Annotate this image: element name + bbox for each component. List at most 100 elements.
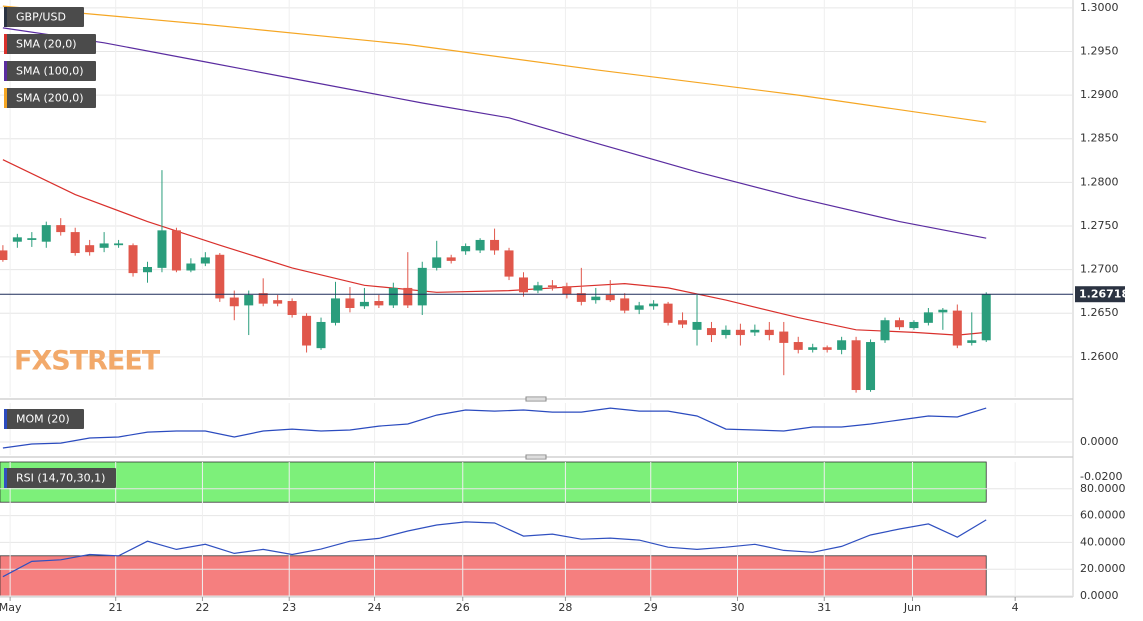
y-tick-label: 1.2800 [1080, 175, 1119, 188]
candle-body [634, 305, 644, 310]
legend-label: GBP/USD [16, 11, 66, 24]
y-tick-label: 0.0000 [1080, 435, 1119, 448]
candle-body [56, 225, 66, 233]
candle-body [70, 232, 80, 254]
candle-body [649, 303, 659, 307]
candle-body [171, 230, 181, 271]
candle-body [576, 293, 586, 302]
legend-swatch [4, 88, 7, 108]
candle-body [923, 312, 933, 323]
candle-body [909, 321, 919, 329]
legend-label: SMA (100,0) [16, 65, 84, 78]
y-tick-label: 1.2700 [1080, 263, 1119, 276]
candle-body [143, 266, 153, 273]
resize-handle[interactable] [525, 396, 547, 402]
candle-body [27, 238, 37, 240]
candle-body [417, 267, 427, 306]
candle-body [475, 239, 485, 251]
y-tick-label: 1.2900 [1080, 88, 1119, 101]
candle-body [186, 263, 196, 271]
candle-body [605, 294, 615, 301]
candle-body [822, 347, 832, 350]
candle-body [461, 246, 471, 252]
candle-body [866, 342, 876, 391]
candle-body [99, 243, 109, 248]
candle-body [952, 310, 962, 346]
candle-body [258, 293, 268, 304]
candle-body [779, 331, 789, 343]
candle-body [504, 250, 514, 277]
candle-body [533, 285, 543, 291]
y-tick-label: 0.0000 [1080, 589, 1119, 602]
candle-body [403, 287, 413, 306]
brand-logo: FXSTREET [14, 346, 161, 377]
zone [0, 461, 987, 503]
x-tick-label: 24 [368, 601, 382, 614]
candle-body [41, 225, 51, 242]
candle-body [894, 320, 904, 328]
candle-body [938, 309, 948, 313]
candle-body [518, 277, 528, 293]
candle-body [750, 329, 760, 333]
x-tick-label: 30 [731, 601, 745, 614]
candle-body [490, 239, 500, 251]
resize-handle[interactable] [525, 454, 547, 460]
candle-body [591, 296, 601, 301]
candle-body [547, 285, 557, 288]
plots: 1.3000 1.2950 1.2900 1.2850 1.2800 1.2750 1.27… [0, 0, 1129, 614]
y-tick-label: 80.0000 [1080, 482, 1126, 495]
legend-box [4, 7, 84, 27]
y-tick-label: 1.2650 [1080, 306, 1119, 319]
line [2, 519, 987, 578]
y-tick-label: 60.0000 [1080, 509, 1126, 522]
y-tick-label: 1.2950 [1080, 44, 1119, 57]
candle-body [330, 298, 340, 323]
candle-body [967, 340, 977, 343]
legend-box [4, 61, 96, 81]
candle-body [287, 301, 297, 315]
candle-body [316, 321, 326, 349]
y-tick-label: 1.2600 [1080, 350, 1119, 363]
candle-body [128, 245, 138, 274]
x-tick-label: 23 [282, 601, 296, 614]
candle-body [880, 320, 890, 341]
legend-box [4, 34, 96, 54]
candle-body [735, 329, 745, 336]
y-tick-label: 40.0000 [1080, 535, 1126, 548]
candle-body [432, 257, 442, 268]
candle-body [273, 300, 283, 304]
y-tick-label: 1.3000 [1080, 1, 1119, 14]
legend-swatch [4, 34, 7, 54]
candle-body [721, 329, 731, 336]
x-tick-label: 28 [558, 601, 572, 614]
candle-body [692, 321, 702, 330]
candle-body [85, 245, 95, 253]
candle-body [678, 320, 688, 325]
candle-body [388, 287, 398, 306]
candle-body [793, 342, 803, 350]
candle-body [0, 250, 8, 261]
legend-swatch [4, 7, 7, 27]
legend-label: RSI (14,70,30,1) [16, 472, 105, 485]
legend-label: SMA (200,0) [16, 92, 84, 105]
x-tick-label: 21 [109, 601, 123, 614]
y-tick-label: 1.2850 [1080, 132, 1119, 145]
x-tick-label: 4 [1012, 601, 1019, 614]
legend-swatch [4, 409, 7, 429]
x-tick-label: 22 [195, 601, 209, 614]
legend-label: MOM (20) [16, 413, 70, 426]
last-price-label: 1.26718 [1079, 288, 1129, 301]
x-tick-label: 29 [644, 601, 658, 614]
candle-body [764, 329, 774, 336]
x-tick-label: May [0, 601, 22, 614]
candle-body [114, 243, 124, 246]
candle-body [851, 340, 861, 391]
candle-body [837, 340, 847, 350]
candle-body [808, 347, 818, 350]
y-tick-label: 1.2750 [1080, 219, 1119, 232]
candle-body [374, 301, 384, 306]
x-tick-label: 31 [817, 601, 831, 614]
candle-body [562, 286, 572, 295]
